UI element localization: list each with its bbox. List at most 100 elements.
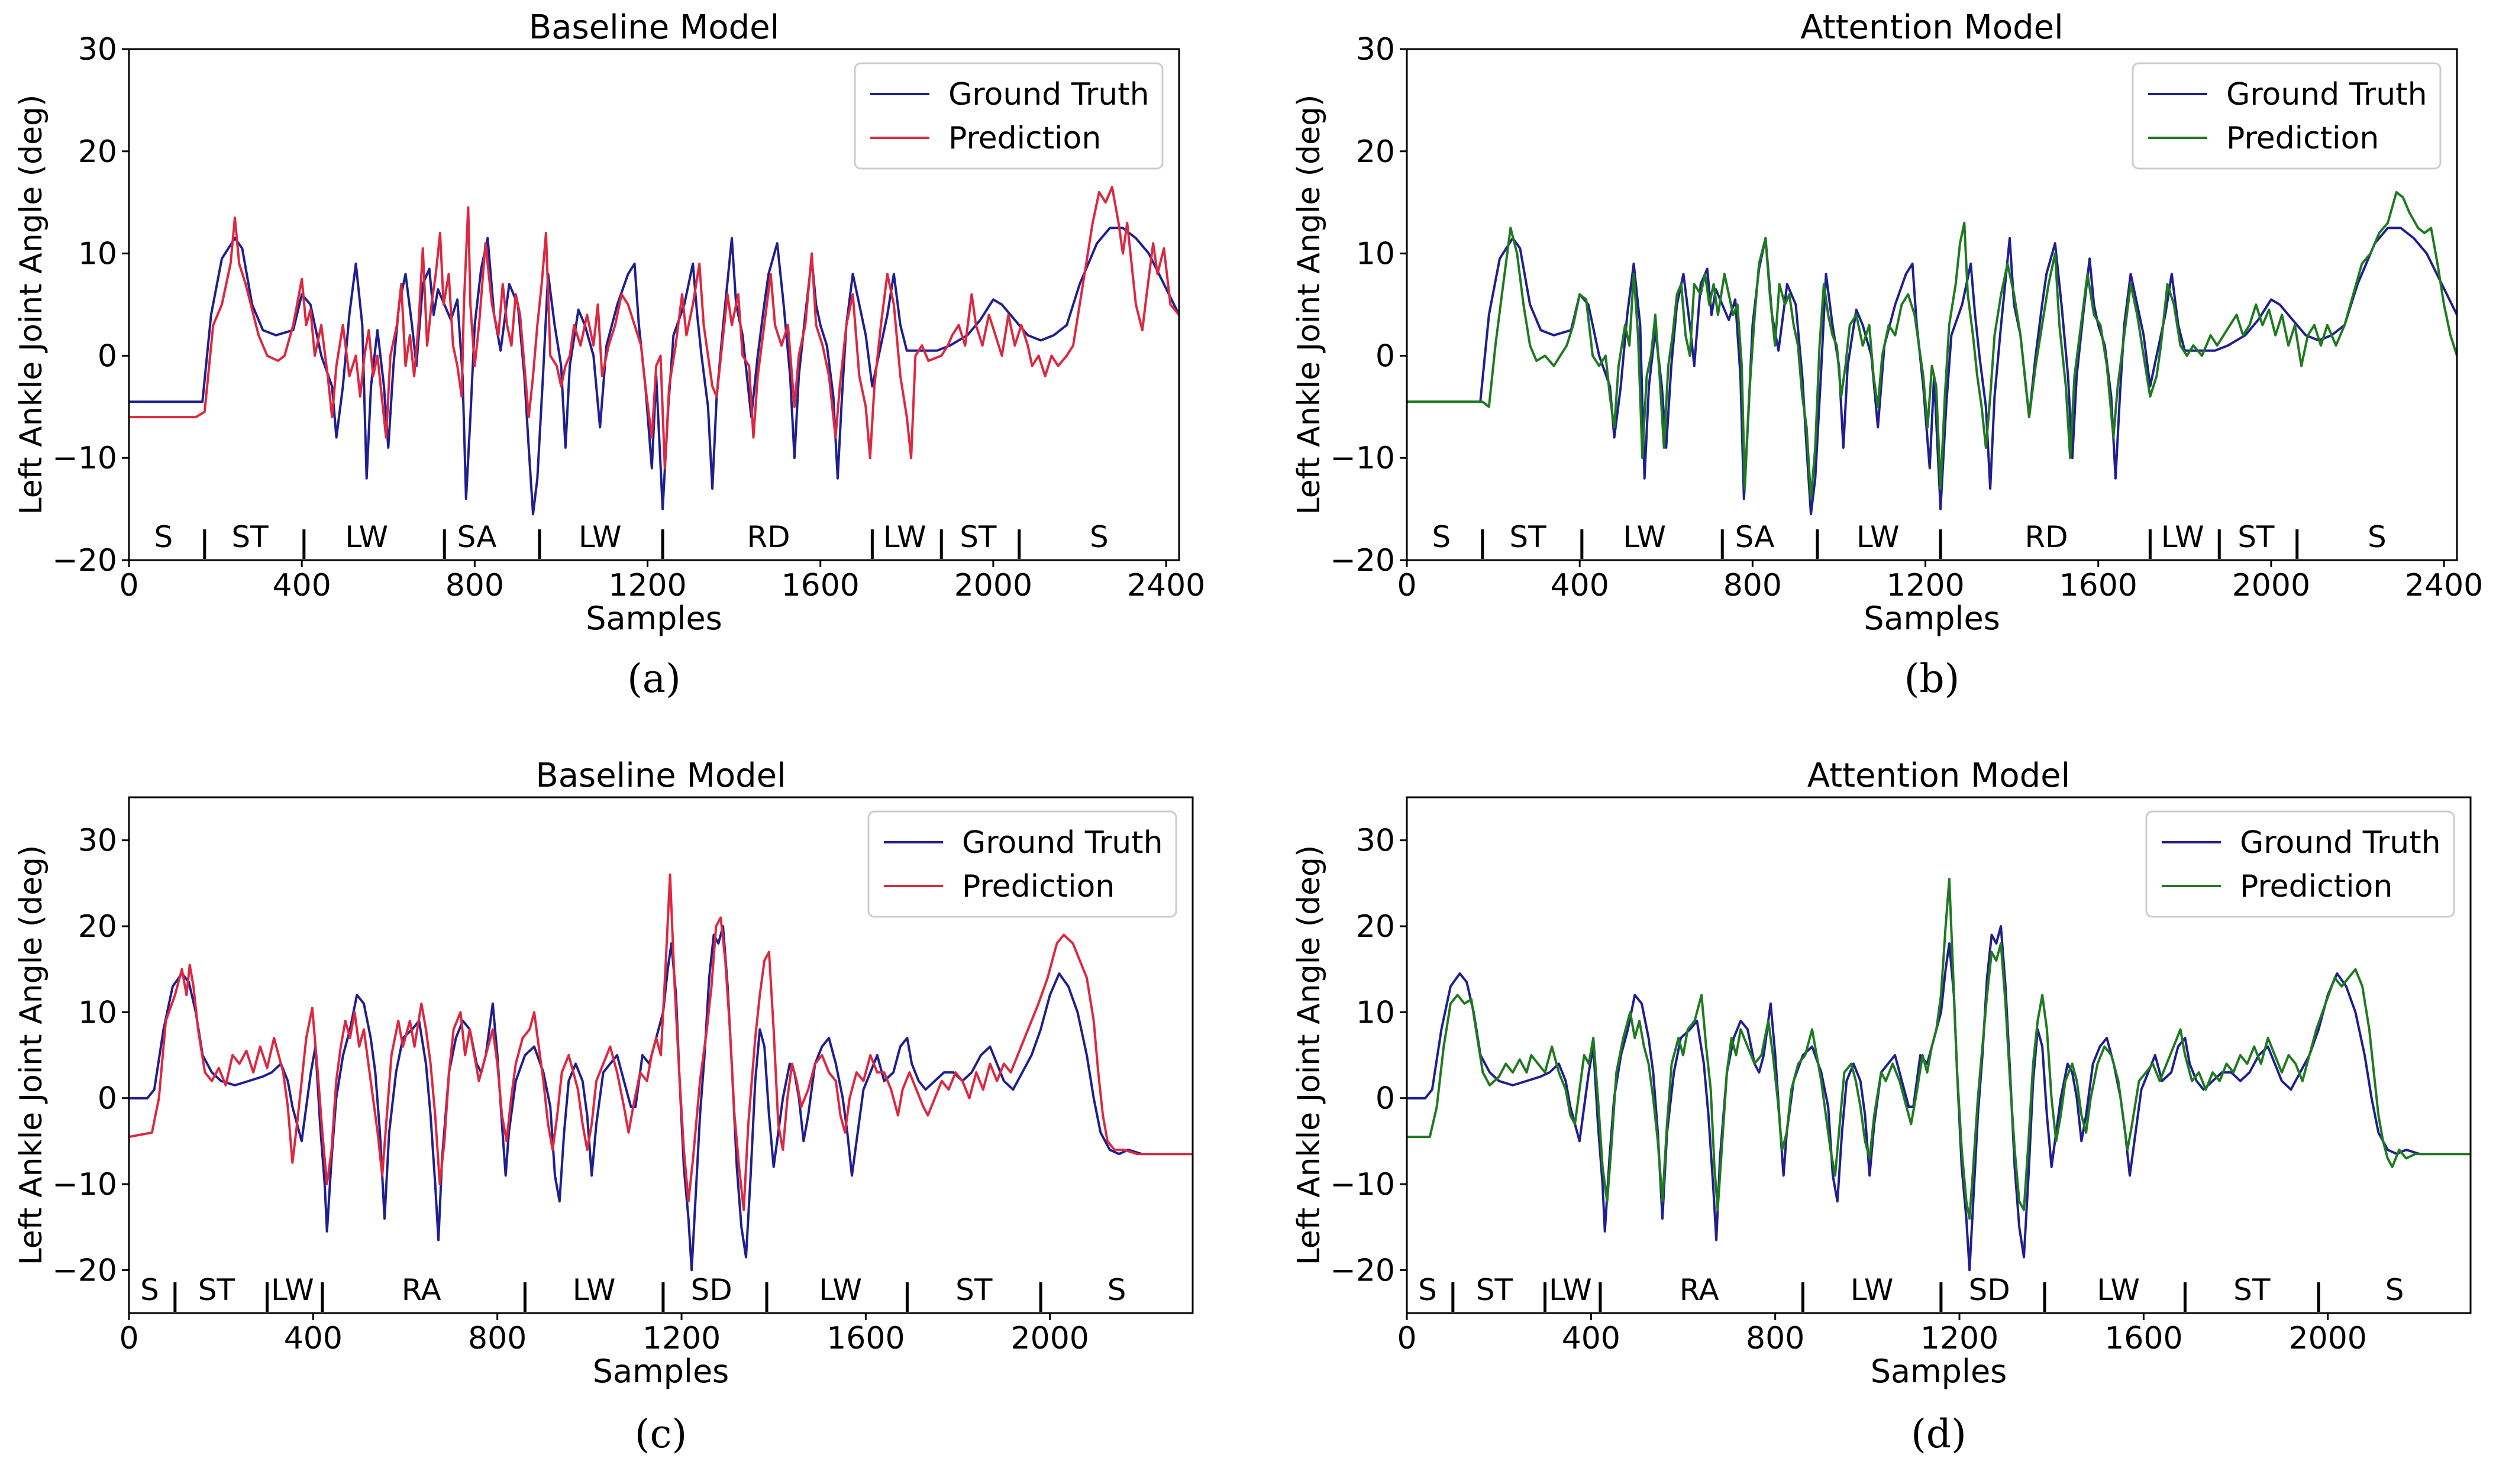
chart-a: S ST LW SA LW RD LW ST S0 400 800 1200 1600 2000 2400−… [14, 8, 1205, 701]
legend: Ground Truth Prediction [854, 62, 1164, 170]
y-tick-label: 10 [78, 995, 117, 1030]
y-tick-label: 30 [78, 32, 117, 67]
x-tick-label: 2000 [1011, 1321, 1089, 1356]
x-tick-label: 800 [468, 1321, 527, 1356]
y-tick-label: 10 [78, 237, 117, 272]
legend-entry: Ground Truth [948, 77, 1149, 112]
series-group [1407, 190, 2457, 516]
phase-label: ST [1476, 1273, 1513, 1307]
legend-entry: Prediction [948, 121, 1101, 156]
chart-title: Baseline Model [535, 756, 786, 795]
phase-label: LW [883, 520, 926, 554]
x-tick-label: 800 [1723, 568, 1782, 603]
phase-label: ST [231, 520, 269, 554]
x-tick-label: 2400 [2405, 568, 2483, 603]
x-tick-label: 1200 [1886, 568, 1964, 603]
phase-label: ST [1509, 520, 1546, 554]
legend: Ground Truth Prediction [2132, 62, 2442, 170]
phase-label: LW [579, 520, 622, 554]
phase-label: RD [747, 520, 790, 554]
phase-label: S [1432, 520, 1451, 554]
legend-entry: Prediction [962, 869, 1115, 904]
phase-label: ST [960, 520, 997, 554]
phase-label: ST [955, 1273, 993, 1307]
y-axis-label: Left Ankle Joint Angle (deg) [1291, 95, 1327, 515]
y-tick-label: 0 [1375, 1081, 1395, 1117]
phase-label: SD [690, 1273, 732, 1307]
y-tick-label: −20 [52, 543, 117, 578]
y-tick-label: 30 [1356, 823, 1395, 859]
x-tick-label: 800 [1746, 1321, 1804, 1356]
x-tick-label: 400 [273, 568, 331, 603]
y-tick-label: 20 [78, 909, 117, 945]
y-axis-label: Left Ankle Joint Angle (deg) [1291, 845, 1327, 1266]
x-tick-label: 1600 [782, 568, 860, 603]
y-tick-label: 20 [1356, 134, 1395, 170]
series-group [129, 186, 1179, 516]
y-tick-label: −20 [1330, 1253, 1395, 1288]
y-tick-label: −10 [52, 441, 117, 476]
panel-caption: (c) [635, 1411, 687, 1457]
y-tick-label: 10 [1356, 995, 1395, 1030]
chart-title: Baseline Model [529, 8, 779, 47]
phase-label: S [2368, 520, 2387, 554]
y-tick-label: 20 [78, 134, 117, 170]
legend: Ground Truth Prediction [867, 810, 1177, 918]
x-tick-label: 0 [1397, 1321, 1416, 1356]
phase-label: SD [1968, 1273, 2010, 1307]
panel-caption: (d) [1911, 1411, 1967, 1457]
phase-label: LW [819, 1273, 862, 1307]
y-axis-label: Left Ankle Joint Angle (deg) [14, 845, 49, 1266]
chart-c: S ST LW RA LW SD LW ST S0 400 800 1200 1600 2000−20−1… [14, 756, 1194, 1457]
phase-label: LW [345, 520, 388, 554]
y-tick-label: −20 [52, 1253, 117, 1288]
series-line-prediction [1407, 878, 2471, 1220]
x-axis-label: Samples [586, 600, 722, 637]
x-axis-label: Samples [1871, 1353, 2007, 1390]
y-tick-label: 30 [78, 823, 117, 859]
phase-label: RA [1680, 1273, 1719, 1307]
x-tick-label: 400 [1551, 568, 1609, 603]
series-line-prediction [129, 873, 1193, 1211]
x-tick-label: 0 [119, 1321, 138, 1356]
x-tick-label: 1200 [642, 1321, 721, 1356]
y-tick-label: −10 [1330, 1167, 1395, 1202]
axes-frame [128, 796, 1194, 1314]
x-tick-label: 2000 [954, 568, 1032, 603]
legend-entry: Ground Truth [2240, 825, 2441, 861]
x-tick-label: 1200 [1920, 1321, 1998, 1356]
legend-frame [2132, 62, 2442, 170]
phase-label: LW [2161, 520, 2204, 554]
legend-frame [2145, 810, 2455, 918]
phase-label: LW [1851, 1273, 1894, 1307]
legend-entry: Ground Truth [2226, 77, 2427, 112]
x-tick-label: 0 [119, 568, 138, 603]
phase-label: SA [1735, 520, 1775, 554]
phase-label: LW [1623, 520, 1666, 554]
y-tick-label: 10 [1356, 237, 1395, 272]
phase-label: LW [1549, 1273, 1592, 1307]
legend-frame [854, 62, 1164, 170]
phase-label: LW [1856, 520, 1900, 554]
series-group [1407, 878, 2471, 1272]
phase-label: ST [198, 1273, 235, 1307]
phase-label: LW [573, 1273, 616, 1307]
legend: Ground Truth Prediction [2145, 810, 2455, 918]
legend-entry: Ground Truth [962, 825, 1163, 861]
y-tick-label: 30 [1356, 32, 1395, 67]
series-line-prediction [129, 186, 1179, 470]
phase-label: S [2385, 1273, 2404, 1307]
phase-label: ST [2233, 1273, 2271, 1307]
x-tick-label: 2000 [2289, 1321, 2367, 1356]
axes-frame [1406, 796, 2472, 1314]
panel-caption: (a) [627, 656, 681, 701]
series-group [129, 873, 1193, 1272]
y-tick-label: −10 [52, 1167, 117, 1202]
x-axis-label: Samples [1864, 600, 2000, 637]
phase-label: S [1418, 1273, 1437, 1307]
chart-d: S ST LW RA LW SD LW ST S0 400 800 1200 1600 2000−20−1… [1291, 756, 2472, 1457]
x-tick-label: 1600 [826, 1321, 905, 1356]
x-tick-label: 2000 [2232, 568, 2310, 603]
phase-label: LW [2097, 1273, 2140, 1307]
